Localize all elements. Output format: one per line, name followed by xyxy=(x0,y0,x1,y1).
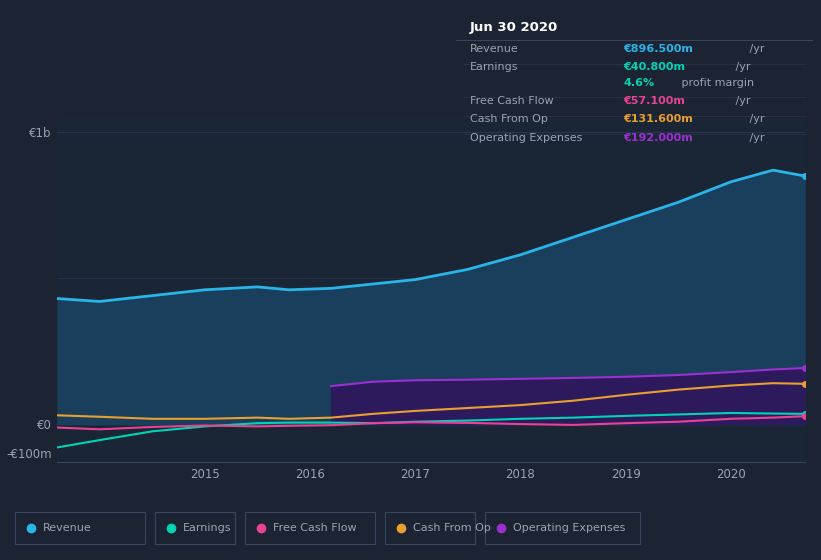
Bar xyxy=(245,512,375,544)
Text: €131.600m: €131.600m xyxy=(623,114,693,124)
Text: /yr: /yr xyxy=(732,62,750,72)
Text: Free Cash Flow: Free Cash Flow xyxy=(273,524,356,533)
Text: /yr: /yr xyxy=(732,96,750,106)
Text: Cash From Op: Cash From Op xyxy=(413,524,491,533)
Text: /yr: /yr xyxy=(745,44,764,54)
Text: profit margin: profit margin xyxy=(678,77,754,87)
Text: Jun 30 2020: Jun 30 2020 xyxy=(470,21,558,34)
Text: Earnings: Earnings xyxy=(470,62,518,72)
Text: €57.100m: €57.100m xyxy=(623,96,686,106)
Text: Revenue: Revenue xyxy=(470,44,519,54)
Text: /yr: /yr xyxy=(745,133,764,143)
Text: Revenue: Revenue xyxy=(43,524,92,533)
Text: 4.6%: 4.6% xyxy=(623,77,654,87)
Text: Operating Expenses: Operating Expenses xyxy=(470,133,582,143)
Text: €40.800m: €40.800m xyxy=(623,62,686,72)
Text: /yr: /yr xyxy=(745,114,764,124)
Bar xyxy=(385,512,475,544)
Text: €896.500m: €896.500m xyxy=(623,44,694,54)
Text: Earnings: Earnings xyxy=(183,524,232,533)
Bar xyxy=(155,512,235,544)
Text: Operating Expenses: Operating Expenses xyxy=(513,524,626,533)
Text: Free Cash Flow: Free Cash Flow xyxy=(470,96,553,106)
Bar xyxy=(15,512,145,544)
Text: Cash From Op: Cash From Op xyxy=(470,114,548,124)
Bar xyxy=(485,512,640,544)
Text: €192.000m: €192.000m xyxy=(623,133,693,143)
